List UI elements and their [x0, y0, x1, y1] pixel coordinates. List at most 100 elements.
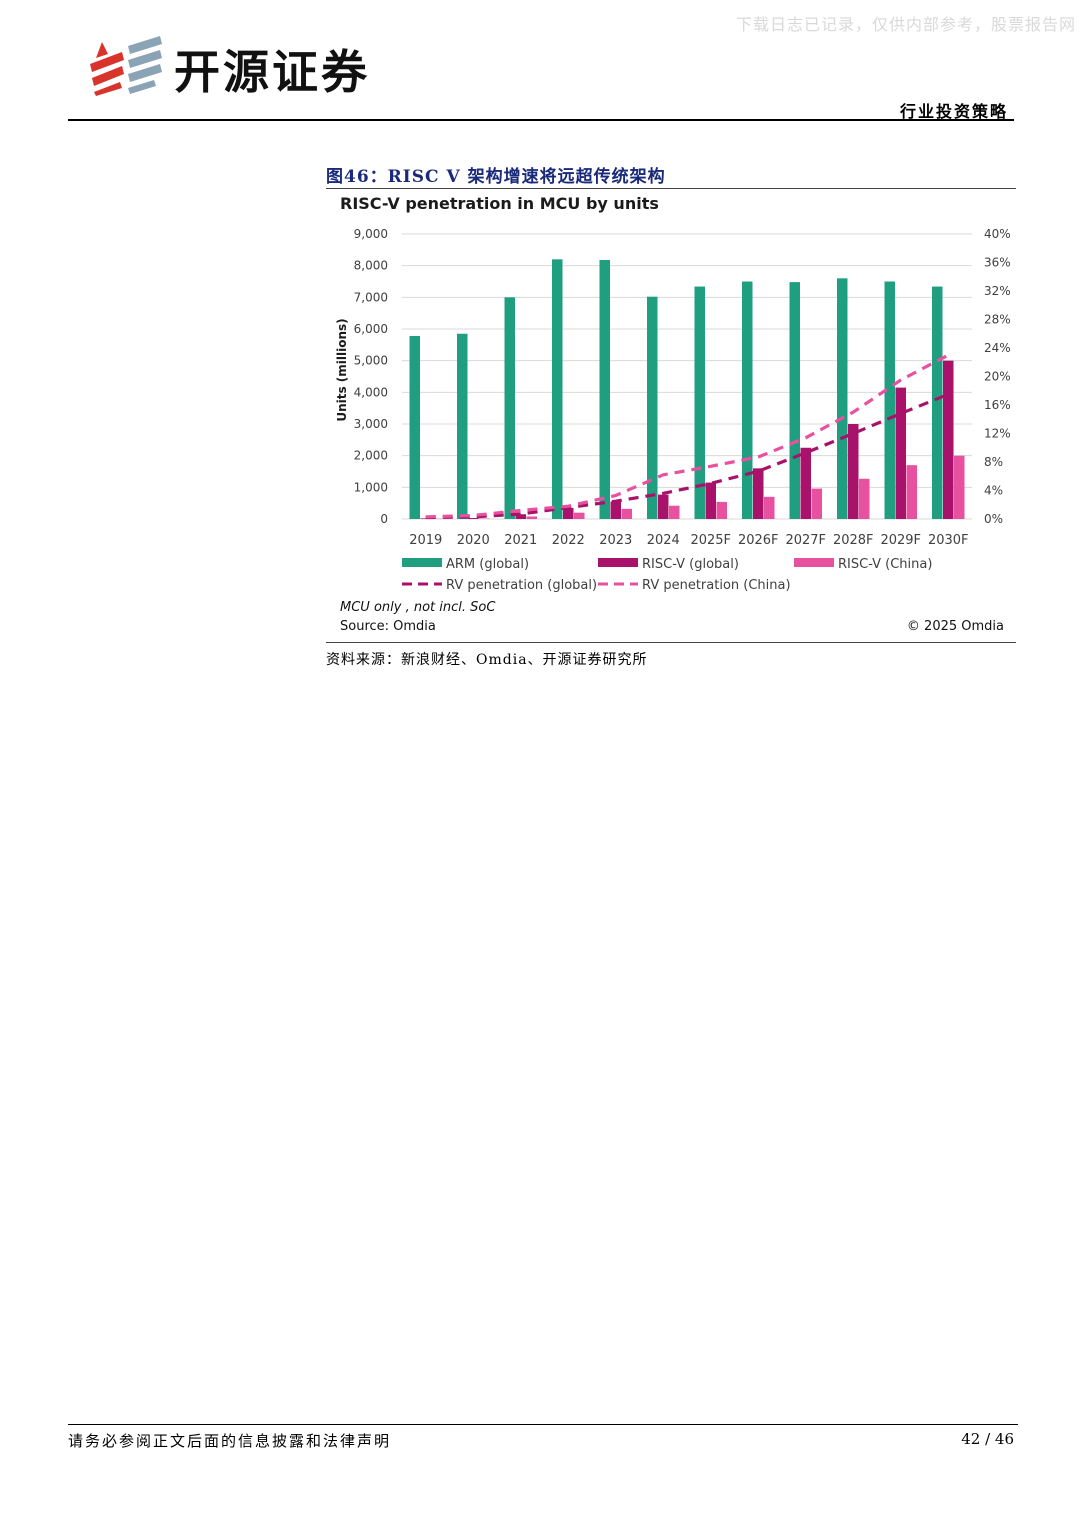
bar-risc-v-china [859, 478, 870, 519]
bar-risc-v-global [753, 468, 764, 519]
chart-scope-note: MCU only , not incl. SoC [340, 600, 496, 615]
bar-arm-global [884, 281, 895, 519]
x-tick-label: 2019 [409, 533, 442, 548]
y2-tick-label: 4% [984, 484, 1003, 498]
bar-risc-v-global [943, 360, 954, 519]
y-tick-label: 0 [380, 512, 388, 526]
brand-name: 开源证券 [174, 45, 370, 99]
chart-x-axis-ticks: 2019 2020 2021 2022 2023 2024 2025F 2026F 2027F 2… [409, 533, 968, 548]
page-number: 42 / 46 [961, 1430, 1014, 1448]
y2-tick-label: 8% [984, 455, 1003, 469]
x-tick-label: 2027F [785, 533, 826, 548]
bar-arm-global [694, 286, 705, 519]
bar-arm-global [647, 296, 658, 519]
chart-copyright: © 2025 Omdia [906, 619, 1004, 634]
figure-source: 资料来源：新浪财经、Omdia、开源证券研究所 [326, 652, 648, 668]
x-tick-label: 2020 [457, 533, 490, 548]
bar-arm-global [599, 259, 610, 519]
watermark-text: 下载日志已记录，仅供内部参考，股票报告网 [735, 15, 1076, 34]
y-tick-label: 2,000 [354, 449, 388, 463]
bar-risc-v-china [906, 465, 917, 519]
bar-arm-global [932, 286, 943, 519]
y-tick-label: 8,000 [354, 259, 388, 273]
x-tick-label: 2022 [552, 533, 585, 548]
figure-top-rule [326, 188, 1016, 189]
bar-risc-v-china [621, 508, 632, 519]
bar-risc-v-china [716, 501, 727, 519]
y-tick-label: 4,000 [354, 385, 388, 399]
footer-divider [68, 1424, 1018, 1425]
legend-swatch [598, 558, 638, 567]
y2-tick-label: 16% [984, 398, 1011, 412]
bar-risc-v-china [574, 512, 585, 519]
legend-item: RISC-V (global) [598, 557, 739, 572]
y-tick-label: 1,000 [354, 480, 388, 494]
bar-risc-v-global [895, 387, 906, 519]
y-tick-label: 3,000 [354, 417, 388, 431]
legend-item: RISC-V (China) [794, 557, 932, 572]
x-tick-label: 2024 [647, 533, 680, 548]
y2-tick-label: 0% [984, 512, 1003, 526]
figure-bottom-rule [326, 642, 1016, 643]
bar-risc-v-global [848, 424, 859, 519]
bar-arm-global [457, 333, 468, 519]
y-axis-title: Units (millions) [335, 318, 349, 421]
bar-risc-v-china [954, 455, 965, 519]
x-tick-label: 2026F [738, 533, 779, 548]
y-tick-label: 5,000 [354, 354, 388, 368]
chart-lines [425, 353, 949, 520]
footer-disclaimer: 请务必参阅正文后面的信息披露和法律声明 [68, 1432, 392, 1450]
y-tick-label: 7,000 [354, 290, 388, 304]
bar-risc-v-china [764, 496, 775, 519]
x-tick-label: 2029F [880, 533, 921, 548]
chart-legend: ARM (global) RISC-V (global) RISC-V (China… [402, 557, 932, 593]
legend-label: ARM (global) [446, 557, 529, 572]
chart-source-note: Source: Omdia [340, 619, 436, 634]
mcu-units-chart: 9,000 8,000 7,000 6,000 5,000 4,000 3,000 2,000… [335, 227, 1011, 593]
bar-arm-global [409, 335, 420, 519]
bar-arm-global [837, 278, 848, 519]
legend-swatch [794, 558, 834, 567]
report-category: 行业投资策略 [899, 102, 1008, 121]
x-tick-label: 2021 [504, 533, 537, 548]
y2-tick-label: 24% [984, 341, 1011, 355]
bar-risc-v-global [515, 514, 526, 519]
header-divider [68, 119, 1014, 121]
chart-left-axis-ticks: 9,000 8,000 7,000 6,000 5,000 4,000 3,000 2,000… [354, 227, 388, 526]
legend-label: RV penetration (China) [642, 578, 791, 593]
bar-arm-global [504, 297, 515, 519]
legend-label: RV penetration (global) [446, 578, 597, 593]
bar-risc-v-global [610, 501, 621, 519]
bar-risc-v-global [705, 482, 716, 519]
bar-risc-v-global [563, 507, 574, 519]
y2-tick-label: 12% [984, 427, 1011, 441]
figure-caption: 图46：RISC V 架构增速将远超传统架构 [326, 167, 666, 187]
line-rv-penetration-china [425, 353, 949, 519]
legend-swatch [402, 558, 442, 567]
line-rv-penetration-global [425, 392, 949, 520]
legend-item: RV penetration (global) [402, 578, 597, 593]
bar-risc-v-china [811, 488, 822, 519]
y2-tick-label: 40% [984, 227, 1011, 241]
x-tick-label: 2028F [833, 533, 874, 548]
chart-bars [409, 259, 965, 519]
bar-arm-global [742, 281, 753, 519]
legend-item: ARM (global) [402, 557, 529, 572]
x-tick-label: 2023 [599, 533, 632, 548]
y2-tick-label: 32% [984, 284, 1011, 298]
bar-arm-global [789, 282, 800, 519]
y-tick-label: 6,000 [354, 322, 388, 336]
bar-risc-v-global [800, 447, 811, 519]
y2-tick-label: 36% [984, 256, 1011, 270]
chart-right-axis-ticks: 40% 36% 32% 28% 24% 20% 16% 12% 8% 4% 0% [984, 227, 1011, 526]
legend-label: RISC-V (global) [642, 557, 739, 572]
y-tick-label: 9,000 [354, 227, 388, 241]
bar-arm-global [552, 259, 563, 519]
x-tick-label: 2030F [928, 533, 969, 548]
bar-risc-v-global [468, 518, 479, 519]
bar-risc-v-china [669, 505, 680, 519]
brand-logo-icon [90, 36, 162, 96]
legend-item: RV penetration (China) [598, 578, 791, 593]
legend-label: RISC-V (China) [838, 557, 932, 572]
bar-risc-v-china [526, 516, 537, 519]
